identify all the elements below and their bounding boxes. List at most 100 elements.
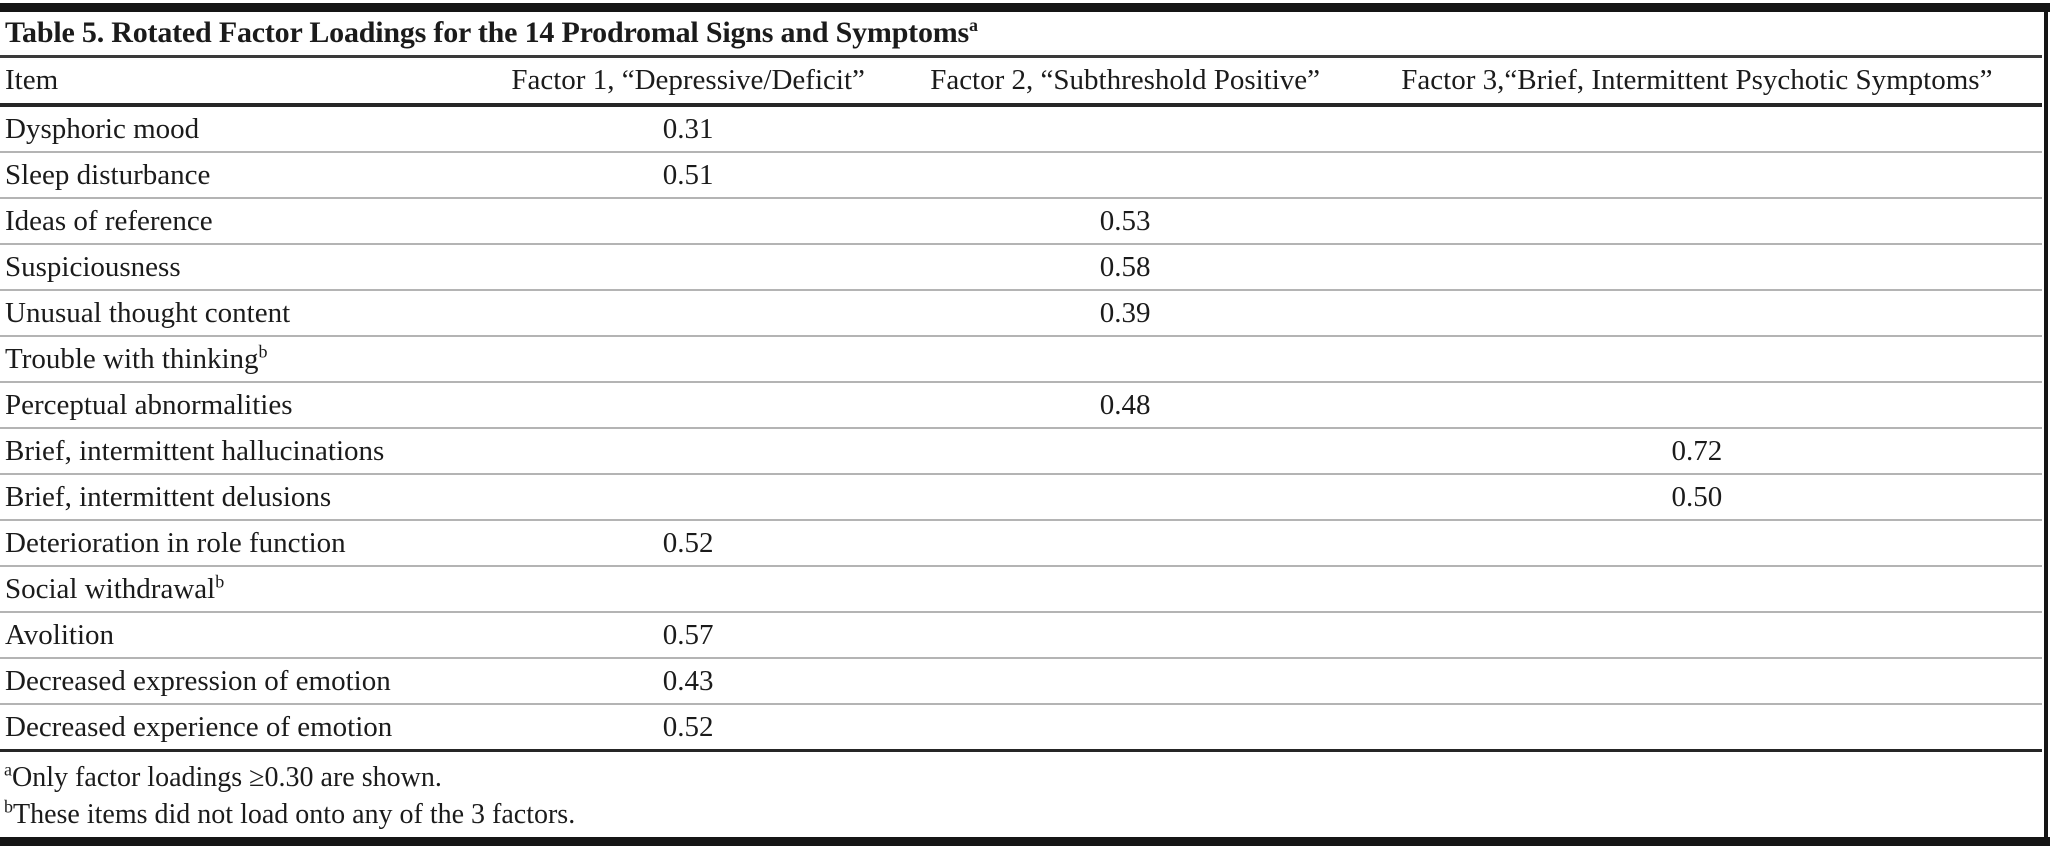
table-row: Sleep disturbance 0.51 bbox=[0, 151, 2042, 198]
footnote-b-text: These items did not load onto any of the… bbox=[13, 799, 576, 830]
table-footnotes: aOnly factor loadings ≥0.30 are shown. b… bbox=[0, 752, 2042, 833]
table-body: Dysphoric mood 0.31 Sleep disturbance 0.… bbox=[0, 105, 2042, 751]
factor-3-loading bbox=[1351, 243, 2042, 290]
column-header-item: Item bbox=[0, 58, 478, 107]
item-cell: Brief, intermittent hallucinations bbox=[0, 427, 478, 474]
factor-1-loading bbox=[477, 289, 899, 336]
factor-3-loading bbox=[1351, 197, 2042, 244]
item-label: Decreased expression of emotion bbox=[5, 664, 391, 697]
footnote-a-marker: a bbox=[4, 759, 12, 780]
factor-1-loading bbox=[477, 565, 899, 612]
item-cell: Suspiciousness bbox=[0, 243, 478, 290]
footnote-b: bThese items did not load onto any of th… bbox=[4, 796, 2042, 833]
factor-2-loading bbox=[898, 335, 1352, 382]
table-content: Table 5. Rotated Factor Loadings for the… bbox=[0, 12, 2042, 833]
item-cell: Decreased experience of emotion bbox=[0, 703, 478, 751]
factor-loadings-table: Item Factor 1, “Depressive/Deficit” Fact… bbox=[0, 58, 2042, 752]
factor-2-loading: 0.39 bbox=[898, 289, 1352, 336]
factor-3-loading bbox=[1351, 565, 2042, 612]
factor-1-loading: 0.43 bbox=[477, 657, 899, 704]
factor-2-loading bbox=[898, 565, 1352, 612]
item-cell: Brief, intermittent delusions bbox=[0, 473, 478, 520]
table-title: Table 5. Rotated Factor Loadings for the… bbox=[0, 12, 2042, 58]
factor-1-loading bbox=[477, 381, 899, 428]
item-label: Trouble with thinking bbox=[5, 342, 259, 375]
item-cell: Avolition bbox=[0, 611, 478, 658]
factor-3-loading bbox=[1351, 611, 2042, 658]
factor-1-loading: 0.52 bbox=[477, 519, 899, 566]
item-label: Avolition bbox=[5, 618, 115, 651]
item-cell: Unusual thought content bbox=[0, 289, 478, 336]
factor-2-loading bbox=[898, 519, 1352, 566]
item-label: Decreased experience of emotion bbox=[5, 710, 393, 743]
table-row: Unusual thought content 0.39 bbox=[0, 289, 2042, 336]
factor-3-loading bbox=[1352, 105, 2042, 152]
factor-2-loading bbox=[898, 703, 1352, 751]
column-header-factor-2: Factor 2, “Subthreshold Positive” bbox=[898, 58, 1352, 107]
item-label: Brief, intermittent delusions bbox=[5, 480, 332, 513]
item-cell: Sleep disturbance bbox=[0, 151, 478, 198]
factor-3-loading bbox=[1351, 381, 2042, 428]
factor-3-loading bbox=[1351, 289, 2042, 336]
table-row: Trouble with thinkingb bbox=[0, 335, 2042, 382]
item-label: Ideas of reference bbox=[5, 204, 213, 237]
item-label: Unusual thought content bbox=[5, 296, 291, 329]
table-row: Suspiciousness 0.58 bbox=[0, 243, 2042, 290]
table-top-rule bbox=[0, 3, 2050, 12]
table-header: Item Factor 1, “Depressive/Deficit” Fact… bbox=[0, 58, 2042, 107]
footnote-a: aOnly factor loadings ≥0.30 are shown. bbox=[4, 759, 2042, 796]
item-cell: Ideas of reference bbox=[0, 197, 478, 244]
factor-3-loading: 0.50 bbox=[1351, 473, 2042, 520]
table-row: Dysphoric mood 0.31 bbox=[0, 105, 2042, 152]
table-title-text: Table 5. Rotated Factor Loadings for the… bbox=[5, 16, 970, 49]
factor-3-loading bbox=[1351, 703, 2042, 751]
item-cell: Trouble with thinkingb bbox=[0, 335, 478, 382]
factor-2-loading bbox=[898, 151, 1352, 198]
item-label: Deterioration in role function bbox=[5, 526, 346, 559]
item-footnote-marker: b bbox=[215, 570, 225, 591]
table-row: Social withdrawalb bbox=[0, 565, 2042, 612]
factor-1-loading: 0.57 bbox=[477, 611, 899, 658]
table-title-footnote-marker: a bbox=[969, 15, 978, 35]
item-cell: Deterioration in role function bbox=[0, 519, 478, 566]
item-cell: Dysphoric mood bbox=[0, 105, 478, 152]
factor-2-loading bbox=[898, 473, 1352, 520]
factor-2-loading bbox=[898, 657, 1352, 704]
item-label: Sleep disturbance bbox=[5, 158, 211, 191]
factor-2-loading bbox=[898, 427, 1352, 474]
factor-2-loading bbox=[898, 611, 1352, 658]
factor-1-loading: 0.31 bbox=[662, 112, 714, 145]
table-row: Perceptual abnormalities 0.48 bbox=[0, 381, 2042, 428]
footnote-b-marker: b bbox=[4, 796, 13, 817]
table-row: Decreased expression of emotion 0.43 bbox=[0, 657, 2042, 704]
item-footnote-marker: b bbox=[258, 340, 268, 361]
table-right-rule bbox=[2044, 3, 2048, 846]
factor-3-loading bbox=[1351, 151, 2042, 198]
table-row: Ideas of reference 0.53 bbox=[0, 197, 2042, 244]
table-row: Avolition 0.57 bbox=[0, 611, 2042, 658]
footnote-a-text: Only factor loadings ≥0.30 are shown. bbox=[12, 762, 442, 793]
factor-3-loading: 0.72 bbox=[1351, 427, 2042, 474]
item-label: Brief, intermittent hallucinations bbox=[5, 434, 385, 467]
header-row: Item Factor 1, “Depressive/Deficit” Fact… bbox=[0, 58, 2042, 107]
factor-3-loading bbox=[1351, 519, 2042, 566]
item-cell: Decreased expression of emotion bbox=[0, 657, 478, 704]
column-header-factor-3: Factor 3,“Brief, Intermittent Psychotic … bbox=[1351, 58, 2042, 107]
factor-1-loading bbox=[477, 473, 899, 520]
item-cell: Social withdrawalb bbox=[0, 565, 478, 612]
column-header-factor-1: Factor 1, “Depressive/Deficit” bbox=[477, 58, 899, 107]
item-label: Dysphoric mood bbox=[5, 112, 200, 145]
factor-3-loading bbox=[1351, 335, 2042, 382]
factor-1-loading: 0.51 bbox=[477, 151, 899, 198]
factor-1-loading bbox=[477, 243, 899, 290]
factor-2-loading: 0.53 bbox=[898, 197, 1352, 244]
table-row: Brief, intermittent delusions 0.50 bbox=[0, 473, 2042, 520]
item-label: Suspiciousness bbox=[5, 250, 181, 283]
item-label: Perceptual abnormalities bbox=[5, 388, 293, 421]
factor-1-loading bbox=[477, 335, 899, 382]
factor-2-loading bbox=[898, 105, 1351, 152]
table-row: Decreased experience of emotion 0.52 bbox=[0, 703, 2042, 751]
factor-1-loading bbox=[477, 197, 899, 244]
item-label: Social withdrawal bbox=[5, 572, 216, 605]
